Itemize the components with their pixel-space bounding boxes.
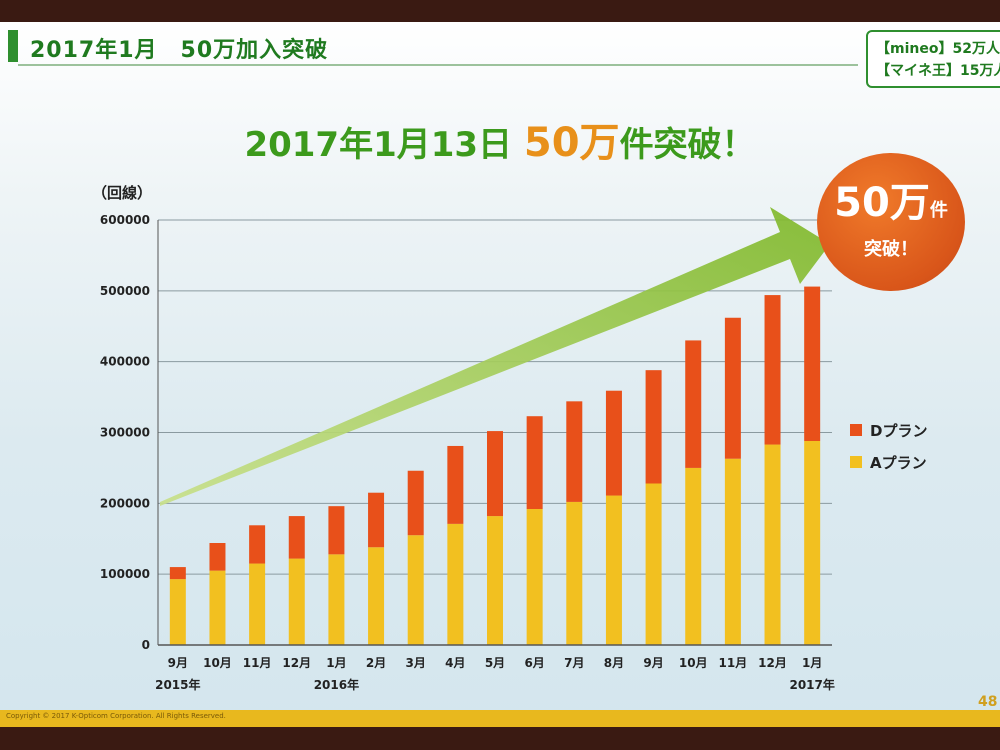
- bar-a-plan: [724, 458, 741, 645]
- y-axis-ticks: 0 100000 200000 300000 400000 500000 600000: [100, 213, 150, 652]
- legend-item-a: Aプラン: [850, 449, 927, 475]
- legend-swatch-d: [850, 424, 862, 436]
- x-axis-ticks: 9月 10月 11月 12月 1月 2月 3月 4月 5月 6月 7月 8月 9月 10月 11月 12月 1月…: [155, 656, 835, 692]
- stats-maineo: 【マイネ王】15万人: [876, 63, 1000, 79]
- bar-d-plan: [724, 317, 741, 459]
- legend-label-a: Aプラン: [870, 453, 927, 472]
- x-tick-label: 3月: [406, 656, 426, 670]
- x-tick-label: 6月: [524, 656, 544, 670]
- bar-a-plan: [685, 467, 702, 645]
- bar-d-plan: [288, 516, 305, 559]
- bar-a-plan: [764, 444, 781, 645]
- growth-arrow-shape: [160, 207, 830, 506]
- bar-group: [169, 286, 821, 645]
- x-tick-label: 8月: [604, 656, 624, 670]
- bar-d-plan: [328, 506, 345, 555]
- x-tick-label: 9月: [168, 656, 188, 670]
- headline-date: 2017年1月13日: [244, 125, 513, 165]
- y-tick-label: 400000: [100, 355, 150, 369]
- bar-a-plan: [328, 554, 345, 645]
- y-tick-label: 200000: [100, 496, 150, 510]
- headline-tail: 件突破！: [619, 125, 756, 165]
- growth-arrow: [160, 207, 830, 506]
- bar-a-plan: [368, 547, 385, 645]
- x-tick-label: 11月: [243, 656, 272, 670]
- bar-d-plan: [249, 525, 266, 564]
- y-axis-unit: （回線）: [92, 184, 153, 202]
- x-year-label: 2017年: [789, 677, 834, 692]
- bar-d-plan: [605, 390, 622, 496]
- y-tick-label: 500000: [100, 284, 150, 298]
- bar-d-plan: [526, 416, 543, 509]
- y-tick-label: 600000: [100, 213, 150, 227]
- bar-a-plan: [249, 563, 266, 645]
- milestone-badge: 50万件 突破！: [817, 153, 965, 291]
- x-tick-label: 7月: [564, 656, 584, 670]
- legend-swatch-a: [850, 456, 862, 468]
- slide: 2017年1月 50万加入突破 【mineo】52万人 【マイネ王】15万人 2…: [0, 22, 1000, 727]
- x-tick-label: 2月: [366, 656, 386, 670]
- y-tick-label: 100000: [100, 567, 150, 581]
- bar-a-plan: [645, 483, 662, 645]
- bar-d-plan: [566, 401, 583, 502]
- stats-box: 【mineo】52万人 【マイネ王】15万人: [866, 30, 1000, 88]
- bar-d-plan: [209, 543, 226, 571]
- page-number: 48: [978, 694, 998, 710]
- legend-item-d: Dプラン: [850, 417, 927, 443]
- bar-a-plan: [605, 495, 622, 645]
- bar-a-plan: [447, 523, 464, 645]
- header-accent: [8, 30, 18, 62]
- bar-d-plan: [685, 340, 702, 468]
- header-bar: 2017年1月 50万加入突破: [0, 22, 1000, 70]
- bar-a-plan: [407, 535, 424, 645]
- y-tick-label: 0: [142, 638, 150, 652]
- bar-d-plan: [407, 470, 424, 536]
- bar-a-plan: [566, 501, 583, 645]
- bar-d-plan: [447, 445, 464, 524]
- bar-a-plan: [288, 558, 305, 645]
- header-title: 2017年1月 50万加入突破: [30, 38, 329, 63]
- x-tick-label: 1月: [326, 656, 346, 670]
- legend-label-d: Dプラン: [870, 421, 928, 440]
- y-tick-label: 300000: [100, 426, 150, 440]
- bar-a-plan: [169, 579, 186, 645]
- badge-text: 突破！: [864, 239, 918, 260]
- headline: 2017年1月13日 50万件突破！: [0, 110, 1000, 168]
- bar-d-plan: [169, 567, 186, 580]
- headline-big-number: 50万: [523, 120, 620, 166]
- x-tick-label: 5月: [485, 656, 505, 670]
- stats-mineo: 【mineo】52万人: [876, 41, 1000, 57]
- x-tick-label: 1月: [802, 656, 822, 670]
- x-tick-label: 11月: [719, 656, 748, 670]
- x-tick-label: 4月: [445, 656, 465, 670]
- header-divider: [18, 64, 858, 66]
- badge-main-suffix: 件: [929, 200, 948, 221]
- bar-a-plan: [526, 509, 543, 645]
- badge-number: 50万件: [817, 183, 965, 231]
- x-tick-label: 9月: [643, 656, 663, 670]
- legend: Dプラン Aプラン: [850, 417, 927, 481]
- bar-d-plan: [764, 295, 781, 445]
- footer-bar: Copyright © 2017 K-Opticom Corporation. …: [0, 710, 1000, 727]
- bar-a-plan: [804, 441, 821, 645]
- x-year-label: 2015年: [155, 677, 200, 692]
- copyright-text: Copyright © 2017 K-Opticom Corporation. …: [6, 712, 226, 720]
- bar-a-plan: [487, 516, 503, 645]
- badge-main-value: 50万: [834, 180, 930, 226]
- x-tick-label: 10月: [679, 656, 708, 670]
- x-tick-label: 10月: [203, 656, 232, 670]
- bar-d-plan: [804, 286, 821, 441]
- bar-d-plan: [487, 431, 503, 517]
- x-tick-label: 12月: [282, 656, 311, 670]
- x-year-label: 2016年: [314, 677, 359, 692]
- x-tick-label: 12月: [758, 656, 787, 670]
- chart: 0 100000 200000 300000 400000 500000 600000 9月…: [100, 207, 835, 692]
- bar-d-plan: [368, 492, 385, 548]
- bar-a-plan: [209, 570, 226, 645]
- bar-d-plan: [645, 370, 662, 484]
